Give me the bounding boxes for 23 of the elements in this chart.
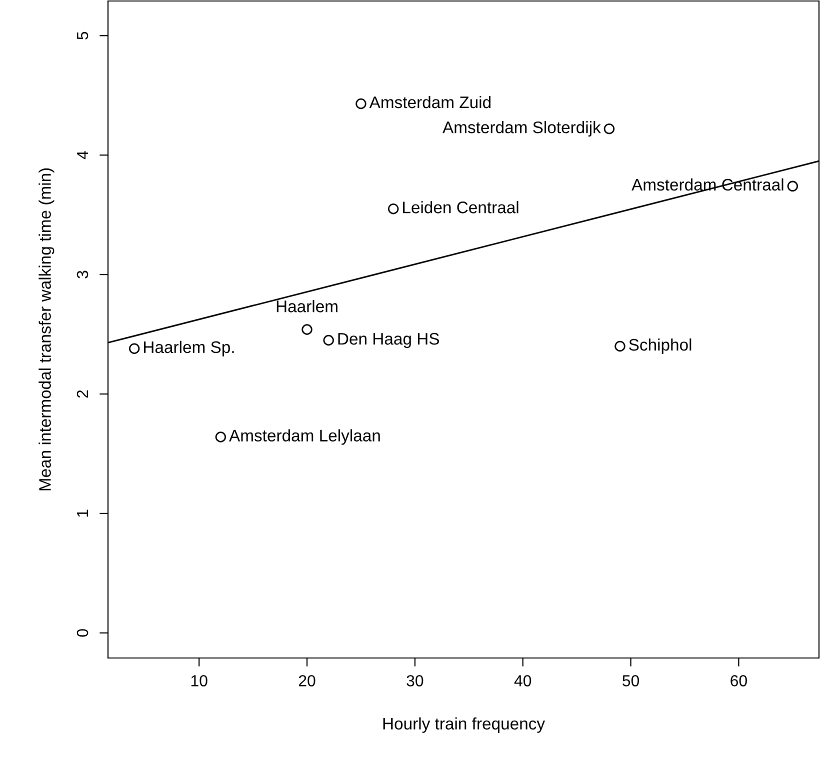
y-tick-label: 5 [77,32,88,40]
y-axis-title: Mean intermodal transfer walking time (min) [38,168,54,490]
y-tick-label: 3 [76,270,88,278]
annotation: Amsterdam Centraal [632,178,784,191]
annotation: Amsterdam Sloterdijk [442,121,601,137]
y-tick-label: 0 [76,629,88,637]
annotation: Amsterdam Lelylaan [229,429,380,445]
x-tick-label: 30 [406,675,424,686]
x-tick-label: 60 [730,675,747,686]
x-tick-label: 20 [298,675,316,686]
annotation: Amsterdam Zuid [369,96,490,108]
x-tick-label: 40 [514,675,532,686]
x-tick-label: 50 [622,675,640,686]
y-tick-label: 1 [77,510,88,517]
annotation: Schiphol [629,338,692,354]
x-axis-title: Hourly train frequency [383,717,545,733]
x-tick-label: 10 [191,675,208,686]
y-tick-label: 4 [77,151,88,160]
annotation: Leiden Centraal [403,201,518,214]
annotation: Haarlem Sp. [144,340,234,356]
annotation: Den Haag HS [338,332,439,348]
annotation: Haarlem [276,300,338,312]
y-tick-label: 2 [76,390,88,398]
